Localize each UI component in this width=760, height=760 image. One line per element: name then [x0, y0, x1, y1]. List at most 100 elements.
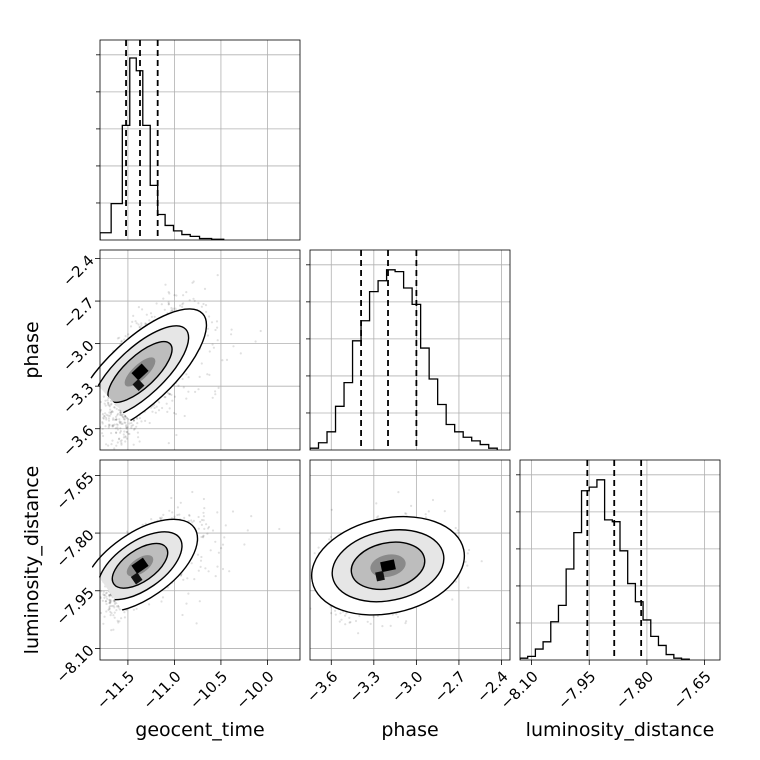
- sample-point: [113, 418, 116, 421]
- sample-point: [116, 426, 119, 429]
- sample-point: [122, 433, 125, 436]
- sample-point: [121, 422, 124, 425]
- sample-point: [330, 508, 333, 511]
- sample-point: [187, 390, 190, 393]
- sample-point: [208, 315, 211, 318]
- sample-point: [113, 601, 116, 604]
- sample-point: [115, 431, 118, 434]
- sample-point: [202, 511, 205, 514]
- sample-point: [369, 622, 372, 626]
- sample-point: [112, 628, 115, 631]
- sample-point: [124, 335, 127, 338]
- sample-point: [339, 612, 342, 615]
- sample-point: [175, 433, 178, 437]
- sample-point: [181, 305, 184, 308]
- sample-point: [137, 436, 140, 439]
- sample-point: [115, 605, 118, 608]
- panel-frame: [519, 459, 721, 661]
- sample-point: [167, 303, 170, 306]
- sample-point: [211, 529, 215, 532]
- sample-point: [372, 615, 375, 618]
- x-tick-label-luminosity_distance: −7.80: [612, 668, 657, 713]
- sample-point: [451, 598, 454, 601]
- sample-point: [111, 425, 114, 428]
- sample-point: [113, 616, 116, 619]
- sample-point: [122, 416, 125, 419]
- sample-point: [103, 414, 106, 418]
- y-tick-label-phase: −3.0: [59, 337, 97, 375]
- sample-point: [108, 423, 111, 426]
- sample-point: [193, 578, 196, 581]
- sample-point: [115, 444, 118, 447]
- sample-point: [104, 399, 107, 402]
- sample-point: [153, 406, 156, 409]
- sample-point: [131, 320, 134, 323]
- sample-point: [215, 320, 219, 323]
- y-tick-label-phase: −2.7: [59, 294, 97, 332]
- sample-point: [188, 299, 191, 302]
- sample-point: [113, 406, 116, 409]
- sample-point: [105, 413, 108, 416]
- sample-point: [216, 326, 219, 329]
- sample-point: [95, 400, 97, 402]
- sample-point: [111, 439, 114, 442]
- x-tick-label-geocent_time: −11.5: [93, 668, 138, 713]
- sample-point: [431, 498, 435, 502]
- sample-point: [223, 536, 226, 539]
- sample-point: [190, 562, 193, 565]
- sample-point: [349, 621, 352, 624]
- sample-point: [200, 518, 204, 522]
- sample-point: [113, 606, 116, 609]
- sample-point: [109, 600, 112, 603]
- sample-point: [424, 516, 427, 519]
- sample-point: [182, 294, 185, 297]
- sample-point: [144, 322, 147, 325]
- sample-point: [405, 620, 408, 623]
- sample-point: [113, 611, 116, 614]
- density-core-bin: [130, 572, 143, 585]
- sample-point: [114, 602, 117, 606]
- sample-point: [148, 319, 151, 322]
- sample-point: [101, 477, 103, 479]
- sample-point: [117, 606, 120, 609]
- sample-point: [97, 592, 99, 594]
- sample-point: [230, 333, 233, 336]
- x-tick-label-luminosity_distance: −7.65: [670, 668, 715, 713]
- sample-point: [101, 427, 104, 431]
- sample-point: [173, 294, 176, 297]
- sample-point: [111, 605, 114, 608]
- sample-point: [221, 543, 225, 546]
- sample-point: [104, 425, 107, 428]
- sample-point: [103, 415, 106, 418]
- sample-point: [110, 403, 113, 406]
- sample-point: [214, 390, 217, 393]
- sample-point: [239, 352, 242, 355]
- sample-point: [106, 401, 110, 404]
- sample-point: [130, 426, 133, 429]
- sample-point: [159, 517, 162, 520]
- sample-point: [167, 301, 170, 304]
- sample-point: [357, 632, 360, 635]
- sample-point: [158, 401, 161, 404]
- sample-point: [194, 390, 197, 393]
- sample-point: [124, 440, 127, 443]
- sample-point: [101, 432, 104, 435]
- sample-point: [203, 287, 207, 290]
- sample-point: [185, 397, 188, 400]
- sample-point: [183, 414, 186, 418]
- sample-point: [196, 553, 200, 556]
- sample-point: [108, 595, 111, 598]
- sample-point: [106, 399, 109, 402]
- sample-point: [202, 519, 205, 522]
- sample-point: [122, 436, 125, 439]
- sample-point: [464, 560, 467, 563]
- sample-point: [105, 591, 108, 594]
- sample-point: [97, 607, 99, 609]
- sample-point: [132, 443, 135, 446]
- sample-point: [119, 427, 122, 430]
- sample-point: [308, 612, 310, 614]
- sample-point: [202, 515, 205, 518]
- sample-point: [119, 430, 122, 433]
- sample-point: [92, 606, 94, 608]
- x-tick-label-phase: −3.6: [303, 668, 341, 706]
